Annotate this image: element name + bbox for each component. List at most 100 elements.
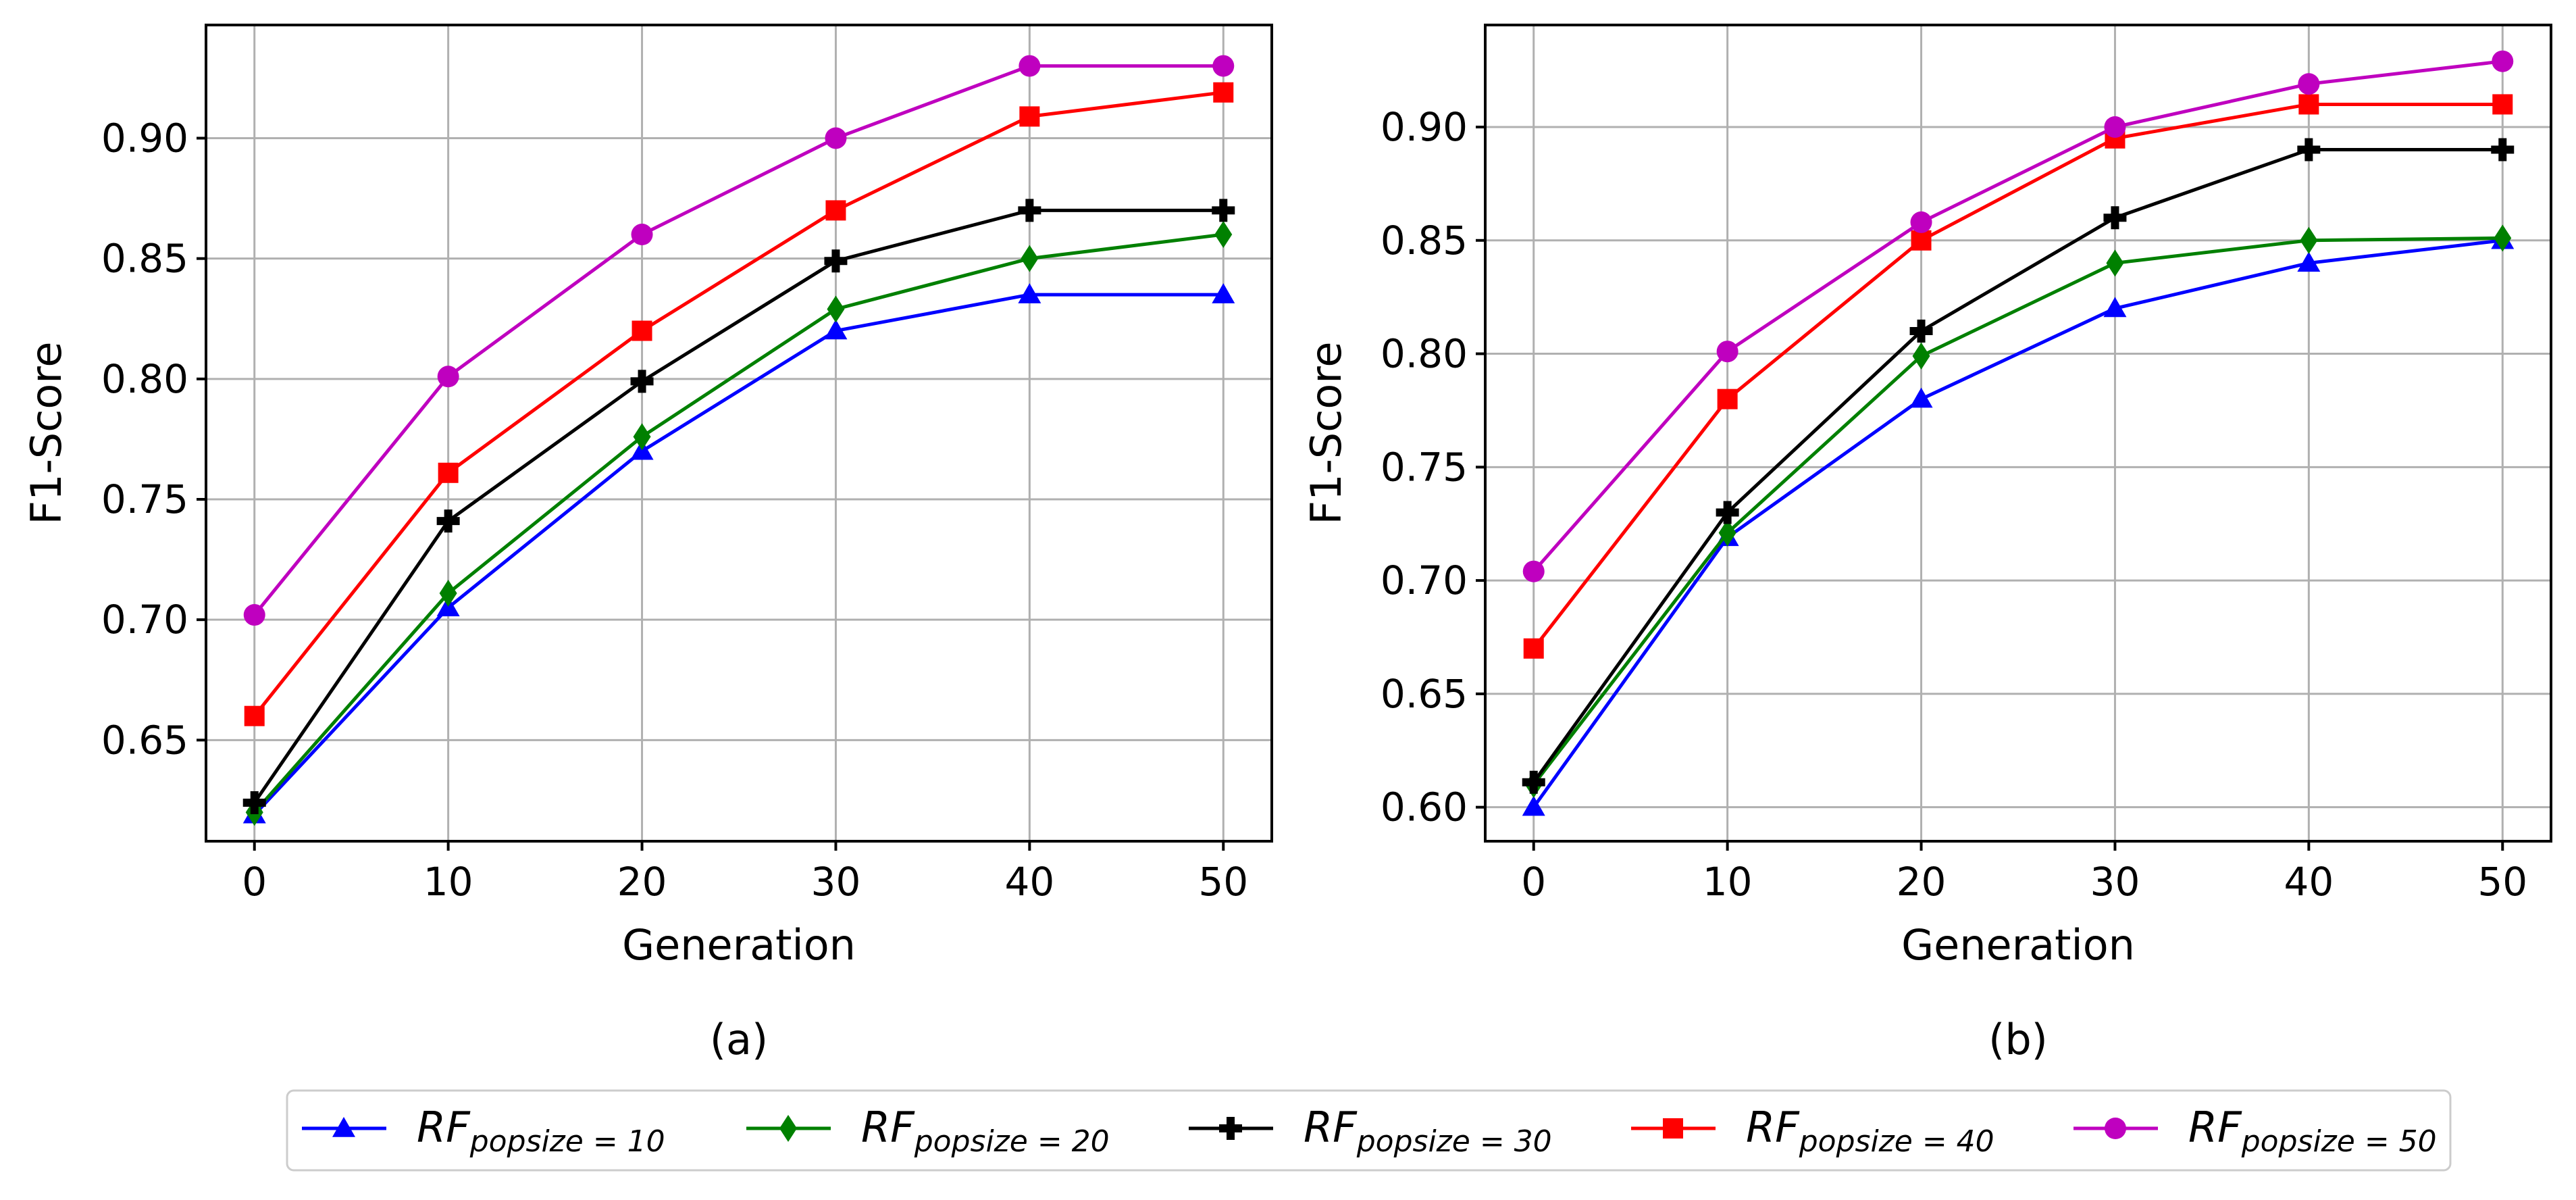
panel-b-axes-frame — [1484, 24, 2552, 843]
x-tick-label: 40 — [2284, 859, 2334, 905]
legend-marker — [332, 1117, 355, 1137]
data-point — [242, 791, 266, 814]
data-point — [2492, 94, 2513, 115]
data-point — [632, 320, 652, 341]
data-point — [1021, 245, 1039, 272]
series-line — [253, 91, 1224, 718]
series-line — [1532, 239, 2503, 809]
legend-entry-5: RFpopsize = 50 — [2073, 1103, 2437, 1159]
x-tick-label: 20 — [617, 859, 667, 905]
x-tick-label: 20 — [1897, 859, 1947, 905]
x-tick-label: 10 — [423, 859, 473, 905]
legend-entry-3: RFpopsize = 30 — [1189, 1103, 1552, 1159]
legend-label: RFpopsize = 10 — [417, 1103, 665, 1159]
panel-b-label: (b) — [1988, 1015, 2048, 1064]
data-point — [1018, 283, 1041, 303]
data-point — [1718, 519, 1736, 547]
x-tick-label: 30 — [811, 859, 861, 905]
data-point — [2106, 249, 2124, 277]
data-point — [439, 579, 457, 607]
legend-entries: RFpopsize = 10 RFpopsize = 20 RFpopsize = … — [302, 1103, 2437, 1159]
legend-entry-1: RFpopsize = 10 — [302, 1103, 665, 1159]
y-tick-label: 0.90 — [1381, 104, 1468, 150]
data-point — [825, 127, 847, 149]
data-point — [1523, 638, 1544, 659]
panel-a: 0 10 20 30 40 50 0.65 0.70 0.75 0.80 0.85 0.90 Gen… — [22, 24, 1273, 1064]
legend-subscript: popsize = 20 — [914, 1124, 1110, 1159]
series-line — [1532, 59, 2503, 573]
data-point — [438, 462, 459, 483]
legend: RFpopsize = 10 RFpopsize = 20 RFpopsize = … — [286, 1089, 2452, 1172]
data-point — [437, 366, 459, 388]
series-rf-popsize-40 — [1523, 94, 2513, 659]
data-point — [1522, 770, 1545, 794]
data-point — [1909, 387, 1933, 408]
legend-marker — [1663, 1118, 1683, 1139]
legend-label: RFpopsize = 50 — [2188, 1103, 2437, 1159]
x-tick-label: 50 — [1198, 859, 1248, 905]
data-point — [1910, 211, 1932, 233]
data-point — [1717, 389, 1738, 409]
panel-a-x-ticks: 0 10 20 30 40 50 — [242, 841, 1248, 905]
data-point — [1018, 199, 1041, 222]
data-point — [827, 295, 845, 323]
series-rf-popsize-40 — [244, 82, 1234, 726]
legend-box — [286, 1089, 2452, 1172]
data-point — [630, 370, 654, 393]
panel-a-axes-frame — [205, 24, 1273, 843]
data-point — [1912, 342, 1930, 370]
legend-label: RFpopsize = 40 — [1746, 1103, 1994, 1159]
data-point — [2300, 226, 2318, 254]
data-point — [1214, 221, 1233, 249]
data-point — [633, 423, 651, 451]
data-point — [1019, 106, 1040, 127]
data-point — [2297, 138, 2321, 161]
y-tick-label: 0.65 — [101, 717, 188, 763]
y-tick-label: 0.80 — [1381, 331, 1468, 377]
data-point — [436, 509, 460, 533]
series-rf-popsize-50 — [1522, 50, 2514, 582]
x-tick-label: 40 — [1004, 859, 1054, 905]
legend-label: RFpopsize = 30 — [1304, 1103, 1552, 1159]
data-point — [631, 224, 653, 246]
data-point — [2103, 297, 2127, 318]
data-point — [2298, 73, 2320, 95]
data-point — [1522, 795, 1545, 816]
legend-marker — [1219, 1117, 1242, 1140]
legend-main: RF — [861, 1103, 915, 1152]
panel-b-grid — [1485, 25, 2551, 841]
panel-a-y-ticks: 0.65 0.70 0.75 0.80 0.85 0.90 — [101, 115, 206, 763]
data-point — [1716, 501, 1739, 524]
legend-subscript: popsize = 40 — [1799, 1124, 1994, 1159]
data-point — [2492, 50, 2514, 72]
data-point — [1019, 55, 1041, 77]
data-point — [1212, 55, 1235, 77]
y-tick-label: 0.90 — [101, 115, 188, 161]
legend-main: RF — [2188, 1103, 2242, 1152]
x-tick-label: 0 — [242, 859, 267, 905]
legend-entry-4: RFpopsize = 40 — [1631, 1103, 1994, 1159]
series-line — [253, 232, 1224, 814]
legend-main: RF — [417, 1103, 471, 1152]
data-point — [1716, 341, 1738, 363]
data-point — [825, 200, 846, 221]
legend-main: RF — [1746, 1103, 1800, 1152]
data-point — [244, 705, 265, 726]
legend-subscript: popsize = 50 — [2241, 1124, 2437, 1159]
legend-marker — [779, 1115, 797, 1142]
x-tick-label: 50 — [2477, 859, 2527, 905]
data-point — [1909, 320, 1933, 343]
data-point — [243, 604, 265, 626]
panel-a-x-axis-label: Generation — [622, 920, 856, 970]
x-tick-label: 10 — [1703, 859, 1753, 905]
panel-b: 0 10 20 30 40 50 0.60 0.65 0.70 0.75 0.80 0.85 0.90… — [1302, 24, 2552, 1064]
data-point — [824, 319, 848, 340]
panel-a-y-axis-label: F1-Score — [22, 341, 71, 524]
data-point — [824, 249, 848, 273]
legend-subscript: popsize = 30 — [1356, 1124, 1552, 1159]
legend-marker — [2105, 1118, 2126, 1139]
y-tick-label: 0.75 — [101, 476, 188, 522]
panel-a-series — [242, 55, 1235, 826]
data-point — [1212, 199, 1235, 222]
series-line — [1532, 236, 2503, 786]
